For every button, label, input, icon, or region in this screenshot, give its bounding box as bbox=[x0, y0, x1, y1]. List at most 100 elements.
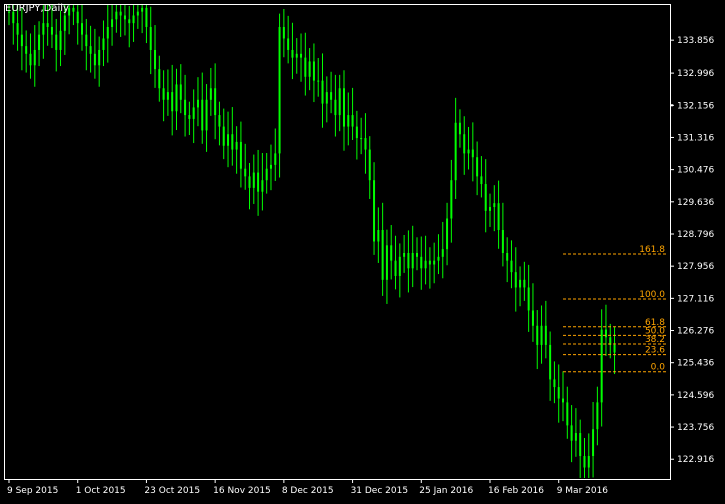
candle-body bbox=[433, 260, 436, 265]
candle-body bbox=[424, 260, 427, 269]
candle-body bbox=[609, 337, 612, 345]
candle-body bbox=[72, 7, 75, 12]
candle-body bbox=[128, 19, 131, 24]
fib-level-label: 0.0 bbox=[651, 363, 666, 373]
candle-body bbox=[557, 387, 560, 399]
y-tick-label: 126.276 bbox=[677, 327, 714, 337]
candle-body bbox=[175, 84, 178, 112]
candle-body bbox=[106, 26, 109, 39]
candle-body bbox=[76, 11, 79, 24]
candle-body bbox=[269, 164, 272, 169]
candle-body bbox=[523, 279, 526, 288]
fib-level-label: 50.0 bbox=[645, 326, 665, 336]
candle-body bbox=[209, 88, 212, 100]
candle-body bbox=[476, 157, 479, 177]
candle-body bbox=[111, 19, 114, 27]
candle-body bbox=[132, 15, 135, 24]
fib-level-label: 161.8 bbox=[639, 245, 665, 255]
candle-body bbox=[398, 256, 401, 276]
candle-body bbox=[222, 126, 225, 146]
candle-body bbox=[33, 49, 36, 66]
y-tick-label: 128.796 bbox=[677, 230, 714, 240]
candle-body bbox=[596, 402, 599, 430]
x-tick-label: 23 Oct 2015 bbox=[144, 486, 200, 496]
candle-body bbox=[8, 11, 10, 13]
candle-body bbox=[68, 7, 71, 16]
fib-level-label: 100.0 bbox=[639, 290, 665, 300]
candle-body bbox=[231, 134, 234, 150]
candle-body bbox=[489, 207, 492, 211]
x-tick-label: 31 Dec 2015 bbox=[351, 486, 409, 496]
candle-body bbox=[377, 230, 380, 242]
candle-body bbox=[454, 122, 457, 181]
candle-body bbox=[145, 7, 148, 27]
candle-body bbox=[549, 344, 552, 380]
candle-body bbox=[278, 26, 281, 154]
x-tick-label: 9 Sep 2015 bbox=[7, 486, 58, 496]
candle-body bbox=[587, 456, 590, 468]
candle-body bbox=[420, 256, 423, 269]
candle-body bbox=[257, 172, 260, 192]
y-tick-label: 129.636 bbox=[677, 198, 714, 208]
candle-body bbox=[480, 176, 483, 185]
candle-body bbox=[16, 23, 19, 35]
candle-body bbox=[196, 99, 199, 108]
candle-body bbox=[81, 23, 84, 35]
fib-level-label: 38.2 bbox=[645, 335, 665, 345]
candle-body bbox=[364, 138, 367, 150]
candle-body bbox=[506, 252, 509, 261]
x-tick-label: 25 Jan 2016 bbox=[419, 486, 473, 496]
candle-body bbox=[282, 26, 285, 39]
fib-level-label: 23.6 bbox=[645, 346, 665, 356]
candle-body bbox=[38, 34, 41, 50]
candle-body bbox=[536, 325, 539, 345]
candle-body bbox=[274, 153, 277, 165]
candle-body bbox=[12, 11, 15, 24]
candle-body bbox=[403, 252, 406, 257]
candle-body bbox=[218, 115, 221, 127]
candle-body bbox=[604, 329, 607, 338]
x-tick-label: 8 Dec 2015 bbox=[282, 486, 334, 496]
x-tick-label: 16 Feb 2016 bbox=[488, 486, 544, 496]
candle-body bbox=[562, 398, 565, 403]
candle-body bbox=[291, 49, 294, 58]
y-tick-label: 127.116 bbox=[677, 294, 714, 304]
candle-body bbox=[205, 99, 208, 131]
candle-body bbox=[458, 122, 461, 135]
candle-body bbox=[330, 92, 333, 100]
candle-body bbox=[29, 53, 32, 66]
candle-body bbox=[514, 272, 517, 288]
candle-body bbox=[59, 30, 62, 50]
candle-body bbox=[437, 256, 440, 261]
candle-body bbox=[85, 34, 88, 47]
candle-body bbox=[312, 61, 315, 81]
candle-body bbox=[446, 218, 449, 250]
y-tick-label: 130.476 bbox=[677, 166, 714, 176]
candle-body bbox=[342, 88, 345, 127]
candle-body bbox=[235, 141, 238, 150]
candle-body bbox=[325, 92, 328, 104]
candle-body bbox=[192, 107, 195, 119]
candle-body bbox=[63, 15, 66, 31]
candle-body bbox=[179, 84, 182, 100]
candle-body bbox=[355, 126, 358, 139]
candle-body bbox=[394, 260, 397, 276]
candle-body bbox=[351, 115, 354, 127]
candle-body bbox=[287, 38, 290, 50]
y-tick-label: 124.596 bbox=[677, 391, 714, 401]
candle-body bbox=[415, 252, 418, 257]
candle-body bbox=[579, 433, 582, 457]
candle-body bbox=[527, 287, 530, 311]
candle-body bbox=[46, 23, 49, 27]
candle-body bbox=[248, 176, 251, 188]
candle-body bbox=[484, 184, 487, 211]
candle-body bbox=[239, 141, 242, 169]
candle-body bbox=[42, 23, 45, 35]
candle-body bbox=[381, 230, 384, 280]
x-tick-label: 16 Nov 2015 bbox=[213, 486, 271, 496]
x-tick-label: 9 Mar 2016 bbox=[557, 486, 609, 496]
candle-body bbox=[214, 88, 217, 116]
symbol-label: EURJPY,Daily bbox=[5, 3, 69, 14]
